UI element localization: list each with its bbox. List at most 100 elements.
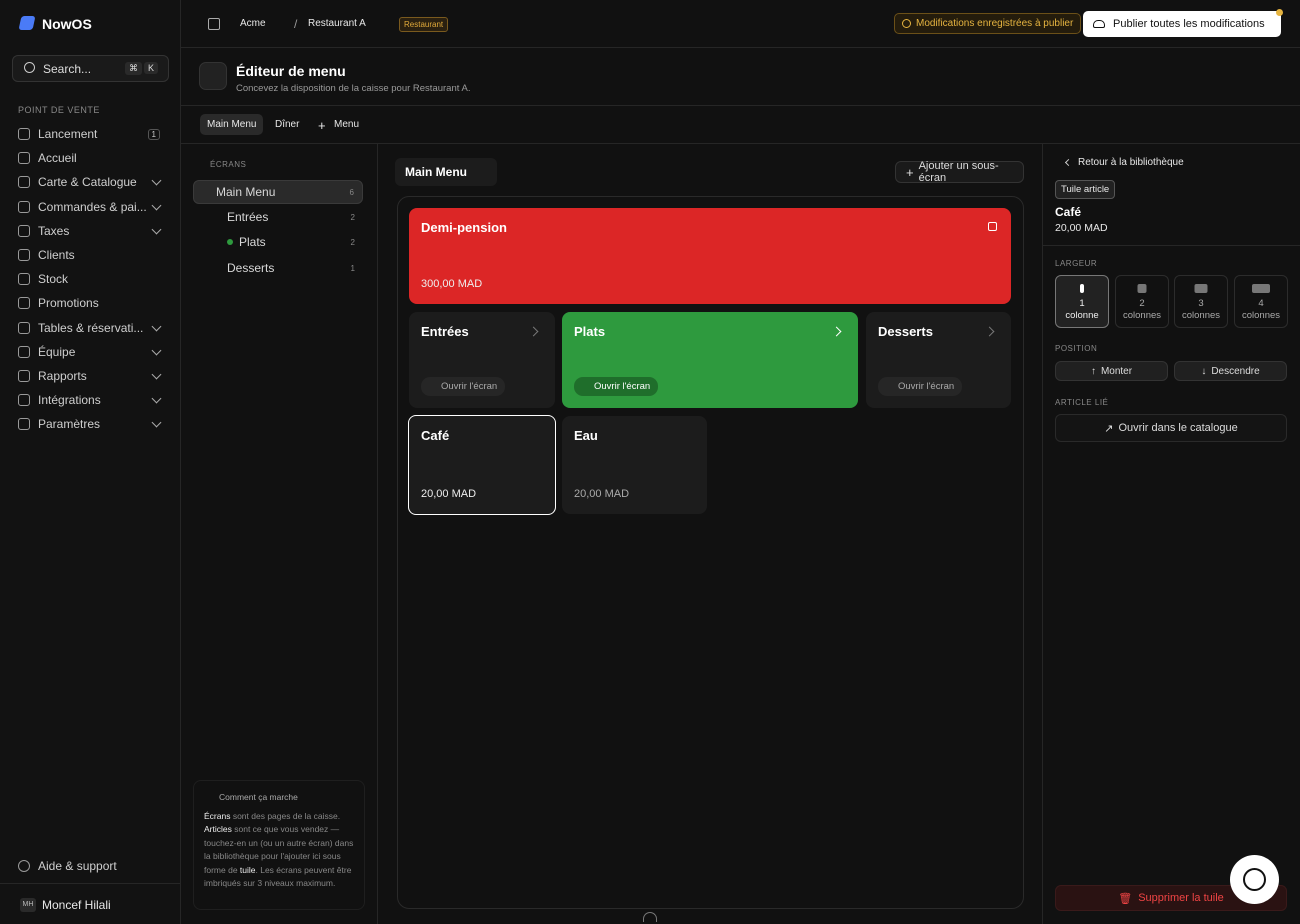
nav-item[interactable]: Clients (18, 245, 168, 265)
open-catalog[interactable]: ↗ Ouvrir dans le catalogue (1055, 414, 1287, 442)
tile-selected[interactable]: Café 20,00 MAD (408, 415, 556, 515)
decoration (18, 128, 30, 140)
page-title: Éditeur de menu (236, 63, 346, 79)
nav-item[interactable]: Lancement 1 (18, 124, 168, 144)
notice-text: Modifications enregistrées à publier (916, 18, 1074, 29)
decoration (151, 393, 162, 404)
tile-action[interactable]: Ouvrir l'écran (421, 377, 506, 396)
support-link[interactable]: Aide & support (18, 856, 168, 876)
nav-item[interactable]: Promotions (18, 293, 168, 313)
decoration (151, 200, 162, 211)
org[interactable]: Acme (240, 18, 266, 29)
linked-label: ARTICLE LIÉ (1055, 398, 1109, 407)
screen-item[interactable]: Entrées 2 (193, 205, 363, 229)
tab[interactable]: Dîner (275, 119, 300, 130)
nav-label: Tables & réservati... (38, 320, 144, 335)
canvas-grid (397, 196, 1024, 909)
nav-section: POINT DE VENTE (18, 105, 100, 115)
help-fab[interactable] (1230, 855, 1279, 904)
screen-label: Plats (239, 235, 266, 249)
decoration (18, 273, 30, 286)
screen-count: 2 (350, 237, 355, 247)
back-label: Retour à la bibliothèque (1078, 157, 1184, 168)
tile[interactable]: Plats Ouvrir l'écran (562, 312, 858, 408)
nav-item[interactable]: Stock (18, 269, 168, 289)
search[interactable]: Search... ⌘ K (12, 55, 169, 82)
decoration (151, 175, 162, 186)
nav-label: Carte & Catalogue (38, 175, 137, 190)
location[interactable]: Restaurant A (308, 18, 366, 29)
screen-item[interactable]: Desserts 1 (193, 256, 363, 280)
width-label: LARGEUR (1055, 259, 1098, 268)
back-link[interactable]: Retour à la bibliothèque (1064, 157, 1184, 168)
help-strong: tuile (239, 864, 256, 875)
user-name: Moncef Hilali (42, 898, 111, 912)
nav-item[interactable]: Taxes (18, 221, 168, 241)
tab[interactable]: Main Menu (200, 114, 264, 135)
tabs: Main Menu Dîner + Menu (181, 106, 1300, 144)
toggle-sidebar[interactable] (208, 18, 220, 30)
move-up[interactable]: ↑ Monter (1055, 361, 1168, 381)
tile-price: 300,00 MAD (421, 278, 483, 290)
decoration (18, 418, 30, 431)
nav-item[interactable]: Accueil (18, 148, 168, 168)
delete-label: Supprimer la tuile (1138, 892, 1224, 904)
decoration (1080, 284, 1084, 293)
nav-item[interactable]: Commandes & pai... (18, 197, 168, 217)
help-box: Comment ça marche Écrans sont des pages … (193, 780, 365, 910)
kbd: K (143, 62, 158, 74)
nav-item[interactable]: Équipe (18, 342, 168, 362)
nav-badge: 1 (147, 128, 160, 140)
canvas-title[interactable]: Main Menu (395, 158, 497, 186)
publish-button[interactable]: Publier toutes les modifications (1083, 9, 1283, 37)
nav-item[interactable]: Tables & réservati... (18, 318, 168, 338)
tile[interactable]: Eau 20,00 MAD (562, 416, 707, 514)
decoration (18, 224, 30, 237)
decoration (18, 394, 30, 407)
decoration: 🗑 (1118, 892, 1133, 905)
nav-item[interactable]: Paramètres (18, 414, 168, 434)
nav-label: Rapports (38, 369, 87, 383)
nav-item[interactable]: Intégrations (18, 390, 168, 410)
nav-item[interactable]: Rapports (18, 366, 168, 386)
decoration (18, 345, 30, 358)
decoration (1064, 158, 1073, 167)
tile-label: Café (421, 428, 450, 443)
width-option[interactable]: 2 colonnes (1115, 275, 1169, 328)
add-subscreen[interactable]: + Ajouter un sous-écran (895, 160, 1024, 184)
width-option[interactable]: 1 colonne (1055, 275, 1109, 328)
tag: Restaurant (399, 17, 449, 32)
help-text: sont ce que vous vendez — touchez-en un … (204, 824, 354, 875)
nav-item[interactable]: Carte & Catalogue (18, 172, 168, 192)
screen-label: Main Menu (216, 185, 276, 199)
tile[interactable]: Demi-pension 300,00 MAD (409, 208, 1011, 304)
tile[interactable]: Desserts Ouvrir l'écran (866, 312, 1011, 408)
tile-action[interactable]: Ouvrir l'écran (574, 377, 659, 396)
support-label: Aide & support (38, 859, 117, 873)
tile-action[interactable]: Ouvrir l'écran (878, 377, 963, 396)
tile[interactable]: Entrées Ouvrir l'écran (409, 312, 555, 408)
decoration (1243, 868, 1266, 891)
sidebar: NowOS Search... ⌘ K POINT DE VENTE Lance… (0, 0, 181, 924)
screen-item[interactable]: Main Menu 6 (193, 180, 363, 204)
tile-label: Eau (574, 428, 598, 443)
width-option[interactable]: 4 colonnes (1234, 275, 1288, 328)
decoration (1093, 20, 1105, 28)
tile-type-badge: Tuile article (1055, 180, 1116, 199)
tile-label: Plats (574, 324, 606, 339)
width-option[interactable]: 3 colonnes (1174, 275, 1228, 328)
nav-label: Commandes & pai... (38, 199, 147, 214)
brand: NowOS (42, 16, 92, 32)
add-tab[interactable]: + Menu (318, 118, 359, 133)
decoration (18, 200, 30, 213)
move-down[interactable]: ↓ Descendre (1174, 361, 1287, 381)
move-up-label: Monter (1100, 365, 1133, 377)
open-catalog-label: Ouvrir dans le catalogue (1118, 422, 1238, 434)
decoration (1252, 284, 1270, 293)
nav-label: Accueil (38, 151, 77, 166)
width-unit: colonne (1065, 310, 1099, 321)
screen-item[interactable]: Plats 2 (193, 230, 363, 254)
width-unit: colonnes (1241, 310, 1281, 321)
